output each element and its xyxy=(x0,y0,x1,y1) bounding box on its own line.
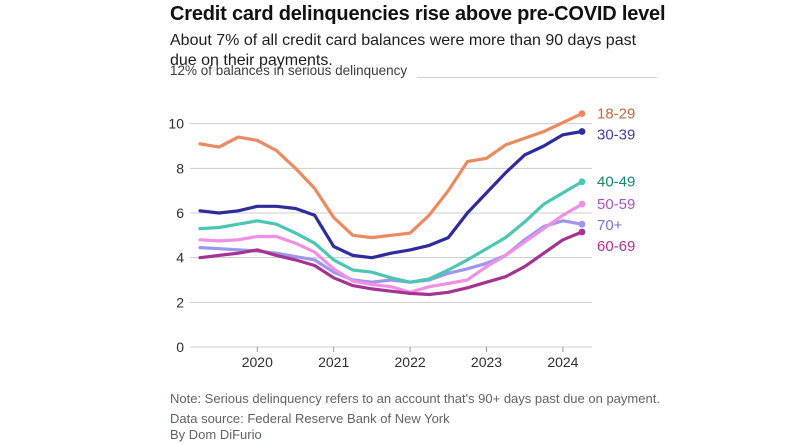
x-tick-label: 2020 xyxy=(242,354,273,370)
x-tick-label: 2022 xyxy=(395,354,426,370)
y-tick-label: 10 xyxy=(168,116,184,132)
series-label-40-49: 40-49 xyxy=(597,174,635,191)
top-gridline xyxy=(417,77,657,78)
series-endpoint-dot-50-59 xyxy=(578,200,586,208)
y-tick-label: 6 xyxy=(176,205,184,221)
y-tick-label: 8 xyxy=(176,160,184,176)
series-endpoint-dot-60-69 xyxy=(578,228,586,236)
chart-subtitle: About 7% of all credit card balances wer… xyxy=(170,32,637,69)
series-label-18-29: 18-29 xyxy=(597,106,635,123)
series-endpoint-dot-40-49 xyxy=(578,178,586,186)
series-line-18-29 xyxy=(198,111,584,240)
byline: By Dom DiFurio xyxy=(170,427,262,442)
series-label-60-69: 60-69 xyxy=(597,238,635,255)
series-label-50-59: 50-59 xyxy=(597,196,635,213)
series-label-70+: 70+ xyxy=(597,217,623,234)
series-line-30-39 xyxy=(198,129,584,260)
y-tick-label: 0 xyxy=(176,339,184,355)
series-endpoint-dot-70+ xyxy=(578,220,586,228)
series-line-40-49 xyxy=(198,180,584,284)
y-axis-label: 12% of balances in serious delinquency xyxy=(170,63,408,78)
page-title: Credit card delinquencies rise above pre… xyxy=(170,3,666,25)
x-tick-label: 2021 xyxy=(318,354,349,370)
y-tick-label: 4 xyxy=(176,250,184,266)
series-line-50-59 xyxy=(198,202,584,294)
y-axis-top-label-row: 12% of balances in serious delinquency xyxy=(170,63,657,78)
series-line-60-69 xyxy=(198,230,584,297)
series-endpoint-dot-18-29 xyxy=(578,110,586,118)
footnote: Note: Serious delinquency refers to an a… xyxy=(170,391,660,406)
series-label-30-39: 30-39 xyxy=(597,127,635,144)
series-endpoint-dot-30-39 xyxy=(578,128,586,135)
x-tick-label: 2024 xyxy=(547,354,578,370)
y-tick-label: 2 xyxy=(176,294,184,310)
x-tick-label: 2023 xyxy=(471,354,502,370)
data-source: Data source: Federal Reserve Bank of New… xyxy=(170,411,450,426)
